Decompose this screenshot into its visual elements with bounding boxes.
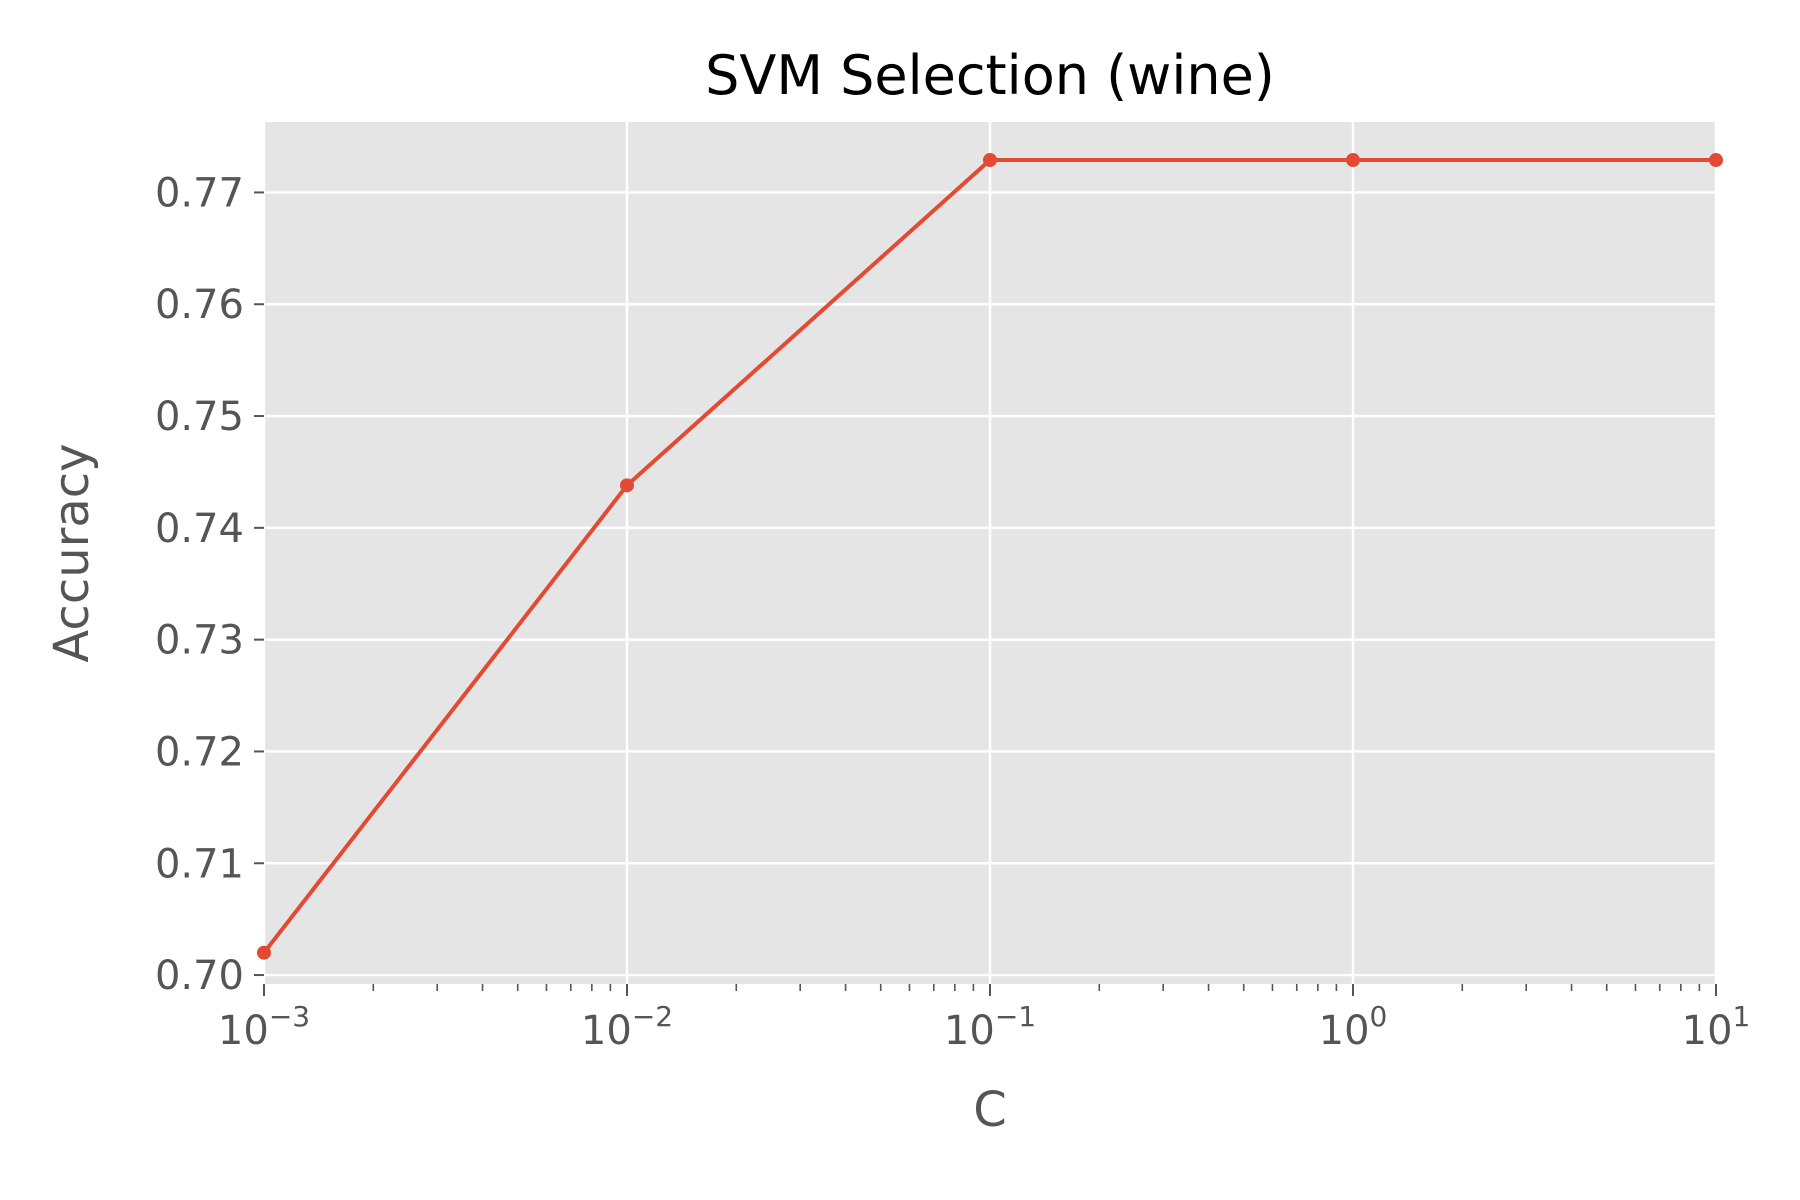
x-tick-exponent: 1 bbox=[1733, 1000, 1751, 1033]
data-point bbox=[1346, 153, 1360, 168]
x-axis-label: C bbox=[973, 1082, 1007, 1138]
x-tick-exponent: −1 bbox=[995, 1000, 1036, 1033]
y-tick-label: 0.76 bbox=[155, 282, 244, 328]
y-tick-label: 0.71 bbox=[155, 841, 244, 887]
x-tick-exponent: 0 bbox=[1370, 1000, 1388, 1033]
y-tick-label: 0.70 bbox=[155, 953, 244, 999]
x-tick-label: 10−1 bbox=[944, 1000, 1036, 1054]
x-tick-label: 100 bbox=[1319, 1000, 1388, 1054]
x-tick-base: 10 bbox=[218, 1008, 269, 1054]
x-tick-base: 10 bbox=[581, 1008, 632, 1054]
x-tick-label: 10−2 bbox=[581, 1000, 673, 1054]
x-tick-base: 10 bbox=[1682, 1008, 1733, 1054]
series-layer bbox=[257, 153, 1723, 960]
data-point bbox=[257, 945, 271, 960]
data-point bbox=[620, 478, 634, 493]
y-tick-label: 0.77 bbox=[155, 170, 244, 216]
x-tick-exponent: −3 bbox=[269, 1000, 310, 1033]
data-point bbox=[983, 153, 997, 168]
y-tick-label: 0.72 bbox=[155, 729, 244, 775]
x-tick-base: 10 bbox=[944, 1008, 995, 1054]
x-tick-label: 101 bbox=[1682, 1000, 1751, 1054]
y-tick-label: 0.75 bbox=[155, 394, 244, 440]
x-tick-base: 10 bbox=[1319, 1008, 1370, 1054]
x-tick-label: 10−3 bbox=[218, 1000, 310, 1054]
y-axis-label: Accuracy bbox=[44, 443, 100, 662]
grid bbox=[262, 122, 1718, 984]
x-tick-exponent: −2 bbox=[632, 1000, 673, 1033]
y-tick-label: 0.74 bbox=[155, 506, 244, 552]
chart-title: SVM Selection (wine) bbox=[705, 44, 1275, 107]
data-point bbox=[1709, 153, 1723, 168]
y-tick-label: 0.73 bbox=[155, 618, 244, 664]
